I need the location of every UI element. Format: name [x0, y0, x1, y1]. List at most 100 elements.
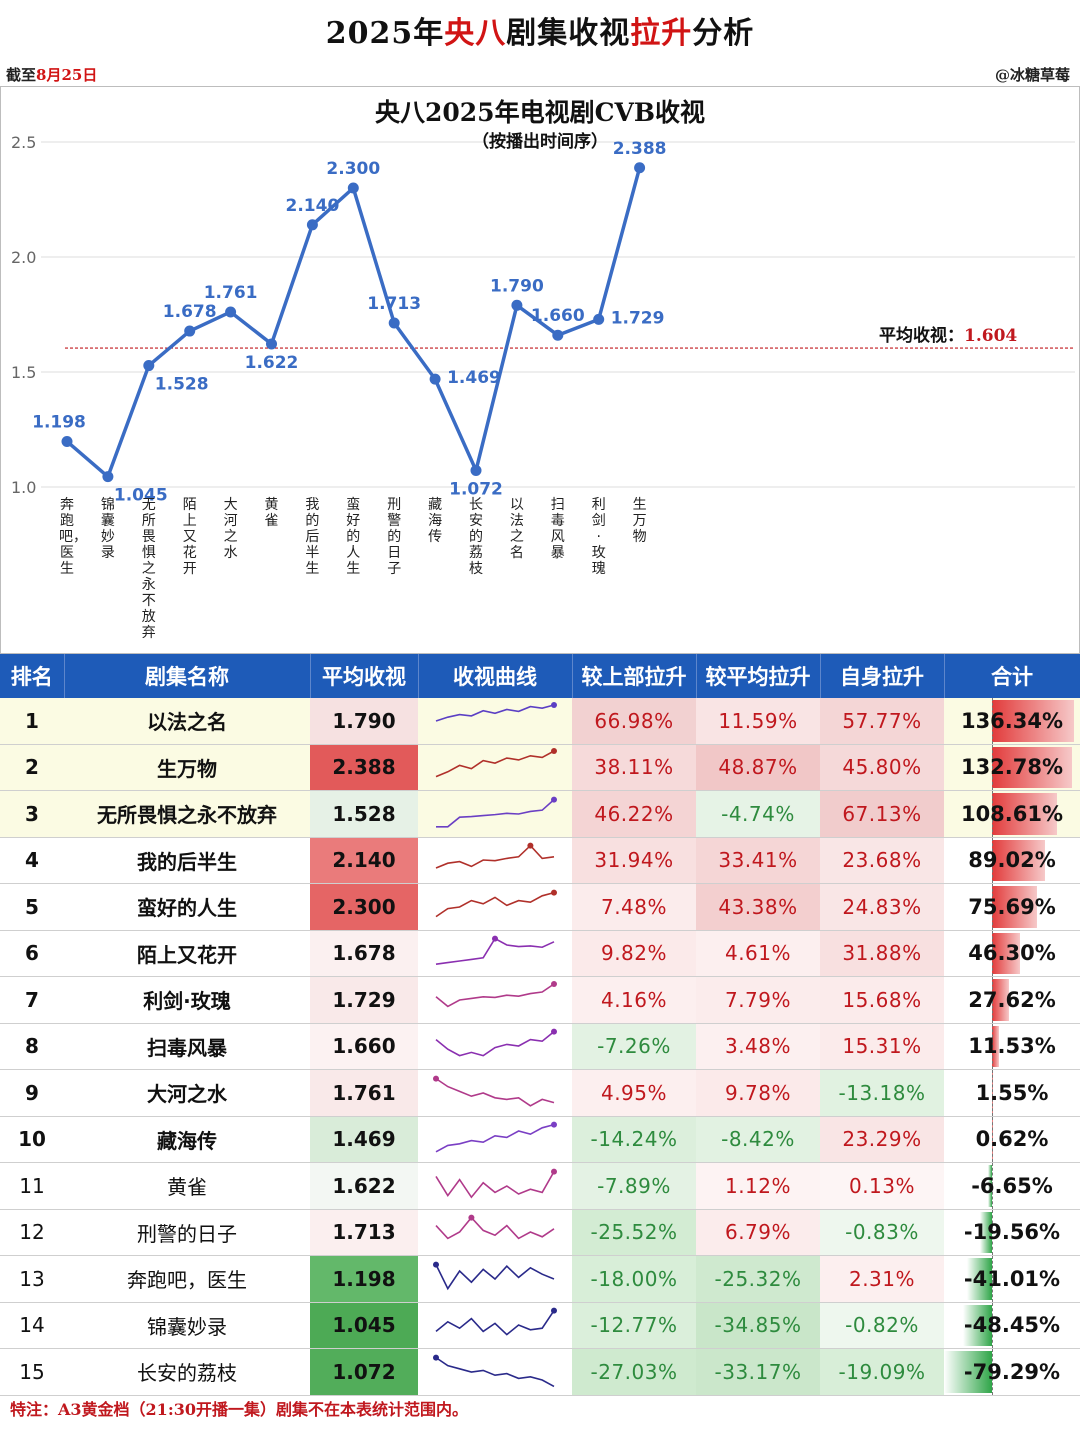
data-label: 1.198: [32, 412, 86, 432]
total-cell: -79.29%: [944, 1348, 1080, 1396]
sparkline-peak: [551, 1028, 557, 1035]
sparkline-cell: [418, 1302, 572, 1349]
total-zero-axis: [992, 977, 993, 1023]
data-point: [266, 338, 277, 350]
sparkline-path: [435, 844, 555, 869]
author-credit: @冰糖草莓: [994, 66, 1070, 84]
sparkline-path: [435, 1263, 555, 1290]
sparkline-cell: [418, 1069, 572, 1117]
total-bar: [980, 1211, 992, 1253]
chart-title: 央八2025年电视剧CVB收视: [374, 98, 705, 127]
x-category-label: 黄雀: [264, 497, 279, 529]
sparkline-peak: [551, 796, 557, 803]
drama-name-cell: 藏海传: [64, 1116, 310, 1163]
total-zero-axis: [992, 837, 993, 883]
rank-cell: 8: [0, 1023, 64, 1070]
sparkline: [435, 1121, 557, 1153]
self-lift-cell: 57.77%: [820, 698, 944, 745]
data-label: 1.072: [449, 479, 503, 499]
avg-lift-cell: 7.79%: [696, 976, 820, 1024]
rank-cell: 5: [0, 883, 64, 931]
x-category-label: 生万物: [632, 497, 647, 545]
sparkline-path: [435, 1216, 555, 1240]
rating-cell: 1.072: [310, 1348, 418, 1396]
avg-lift-cell: 3.48%: [696, 1023, 820, 1070]
sparkline-path: [435, 1124, 555, 1153]
sparkline: [435, 980, 557, 1008]
total-bar: [992, 932, 1020, 974]
rank-cell: 14: [0, 1302, 64, 1349]
total-bar: [992, 793, 1058, 835]
total-cell: 136.34%: [944, 698, 1080, 745]
rating-cell: 2.140: [310, 837, 418, 884]
data-point: [552, 329, 564, 341]
data-label: 1.660: [531, 306, 585, 326]
avg-lift-cell: 43.38%: [696, 883, 820, 931]
total-cell: 89.02%: [944, 837, 1080, 884]
x-category-label: 长安的荔枝: [469, 497, 483, 577]
x-category-label: 无所畏惧之永不放弃: [141, 497, 156, 641]
sparkline: [435, 1168, 557, 1199]
rating-cell: 1.678: [310, 930, 418, 977]
self-lift-cell: 45.80%: [820, 744, 944, 791]
total-cell: -48.45%: [944, 1302, 1080, 1349]
header-prev-lift: 较上部拉升: [572, 654, 697, 698]
rank-cell: 10: [0, 1116, 64, 1163]
table-row: 13 奔跑吧，医生 1.198 -18.00% -25.32% 2.31% -41.01%: [0, 1255, 1080, 1303]
sparkline-path: [435, 1031, 555, 1057]
prev-lift-cell: -27.03%: [572, 1348, 696, 1396]
total-bar: [992, 886, 1038, 928]
sparkline: [433, 1075, 555, 1107]
total-value: 46.30%: [968, 941, 1056, 966]
table-row: 7 利剑·玫瑰 1.729 4.16% 7.79% 15.68% 27.62%: [0, 976, 1080, 1024]
sparkline-peak: [551, 748, 557, 755]
self-lift-cell: 15.31%: [820, 1023, 944, 1070]
total-zero-axis: [992, 930, 993, 976]
table-row: 6 陌上又花开 1.678 9.82% 4.61% 31.88% 46.30%: [0, 930, 1080, 977]
rating-cell: 1.790: [310, 698, 418, 745]
drama-name-cell: 奔跑吧，医生: [64, 1255, 310, 1303]
sparkline-peak: [551, 889, 557, 896]
header-total: 合计: [944, 654, 1080, 698]
avg-lift-cell: 9.78%: [696, 1069, 820, 1117]
prev-lift-cell: -25.52%: [572, 1209, 696, 1256]
rating-cell: 2.388: [310, 744, 418, 791]
data-point: [347, 182, 359, 194]
data-point: [429, 373, 441, 385]
total-zero-axis: [992, 1209, 993, 1255]
avg-lift-cell: 6.79%: [696, 1209, 820, 1256]
self-lift-cell: 2.31%: [820, 1255, 944, 1303]
total-cell: 132.78%: [944, 744, 1080, 791]
drama-name-cell: 扫毒风暴: [64, 1023, 310, 1070]
sparkline: [433, 1354, 555, 1387]
prev-lift-cell: 66.98%: [572, 698, 696, 745]
rating-cell: 1.469: [310, 1116, 418, 1163]
rating-cell: 1.729: [310, 976, 418, 1024]
self-lift-cell: -0.83%: [820, 1209, 944, 1256]
total-value: 1.55%: [975, 1080, 1049, 1105]
rank-cell: 9: [0, 1069, 64, 1117]
sparkline-path: [435, 1356, 555, 1387]
sparkline: [435, 1214, 555, 1240]
sparkline: [433, 1261, 555, 1290]
drama-name-cell: 黄雀: [64, 1162, 310, 1210]
sparkline-path: [436, 798, 555, 828]
average-label: 平均收视：1.604: [879, 326, 1018, 346]
data-point: [511, 299, 523, 311]
avg-lift-cell: 48.87%: [696, 744, 820, 791]
drama-name-cell: 陌上又花开: [64, 930, 310, 977]
header-avg-lift: 较平均拉升: [696, 654, 821, 698]
self-lift-cell: -0.82%: [820, 1302, 944, 1349]
sparkline-cell: [418, 1023, 572, 1070]
table-row: 11 黄雀 1.622 -7.89% 1.12% 0.13% -6.65%: [0, 1162, 1080, 1210]
rank-cell: 13: [0, 1255, 64, 1303]
table-row: 15 长安的荔枝 1.072 -27.03% -33.17% -19.09% -79.29%: [0, 1348, 1080, 1396]
sparkline-peak: [468, 1214, 475, 1221]
table-row: 9 大河之水 1.761 4.95% 9.78% -13.18% 1.55%: [0, 1069, 1080, 1117]
total-zero-axis: [992, 1116, 993, 1162]
rank-cell: 7: [0, 976, 64, 1024]
prev-lift-cell: -18.00%: [572, 1255, 696, 1303]
sparkline-path: [435, 750, 555, 778]
data-point: [143, 360, 155, 372]
prev-lift-cell: 31.94%: [572, 837, 696, 884]
